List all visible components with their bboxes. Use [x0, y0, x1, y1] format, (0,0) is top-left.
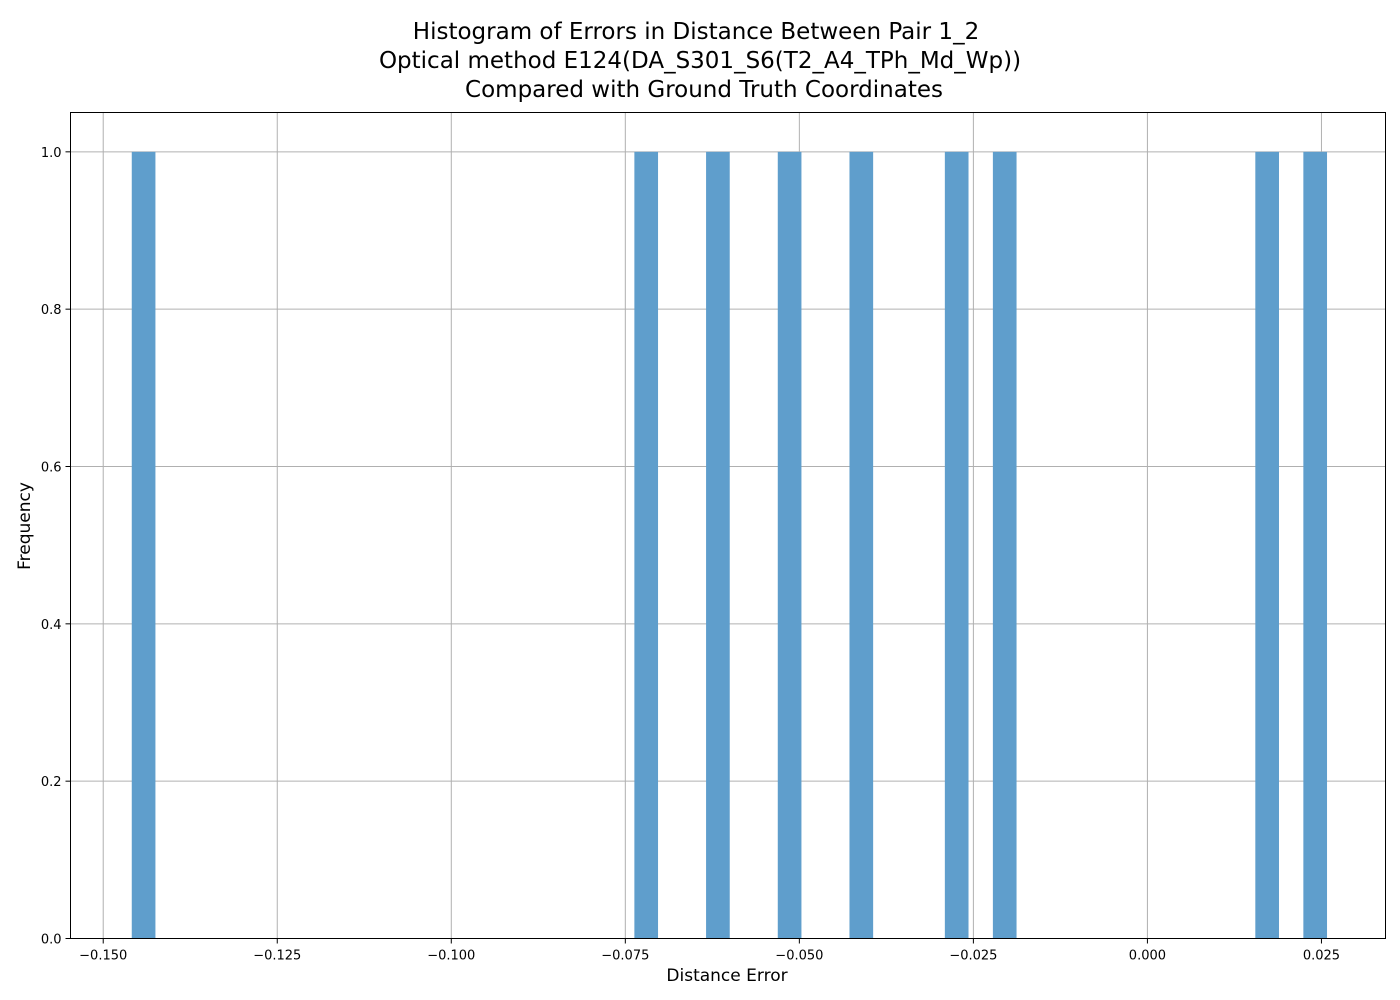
chart-title-line-1: Histogram of Errors in Distance Between …	[413, 19, 979, 45]
y-tick-label-2: 0.4	[41, 618, 62, 633]
histogram-bar-2	[706, 151, 730, 939]
histogram-bar-1	[634, 151, 659, 939]
histogram-bar-6	[992, 151, 1017, 939]
ticks-layer: −0.150 −0.125 −0.100 −0.075 −0.050 −0.025 0.00…	[41, 146, 1340, 964]
x-tick-label-4: −0.050	[775, 949, 823, 964]
y-tick-label-5: 1.0	[41, 146, 62, 161]
histogram-bar-3	[777, 151, 802, 939]
histogram-bar-4	[849, 151, 874, 939]
plot-frame	[70, 112, 1386, 939]
y-tick-label-1: 0.2	[41, 775, 62, 790]
x-tick-label-0: −0.150	[79, 949, 127, 964]
x-tick-label-2: −0.100	[427, 949, 475, 964]
x-tick-label-5: −0.025	[949, 949, 997, 964]
y-tick-label-4: 0.8	[41, 303, 62, 318]
histogram-bar-0	[131, 151, 156, 939]
x-tick-label-7: 0.025	[1303, 949, 1340, 964]
chart-title-line-3: Compared with Ground Truth Coordinates	[465, 77, 943, 103]
x-tick-label-6: 0.000	[1129, 949, 1166, 964]
chart-title-line-2: Optical method E124(DA_S301_S6(T2_A4_TPh…	[379, 48, 1021, 74]
x-tick-label-3: −0.075	[601, 949, 649, 964]
histogram-bar-8	[1303, 151, 1328, 939]
histogram-bar-5	[944, 151, 969, 939]
y-axis-label: Frequency	[15, 482, 35, 570]
x-axis-label: Distance Error	[666, 966, 787, 986]
histogram-bar-7	[1255, 151, 1279, 939]
y-tick-label-0: 0.0	[41, 933, 62, 948]
bars-layer	[131, 151, 1328, 939]
x-tick-label-1: −0.125	[253, 949, 301, 964]
y-tick-label-3: 0.6	[41, 461, 62, 476]
